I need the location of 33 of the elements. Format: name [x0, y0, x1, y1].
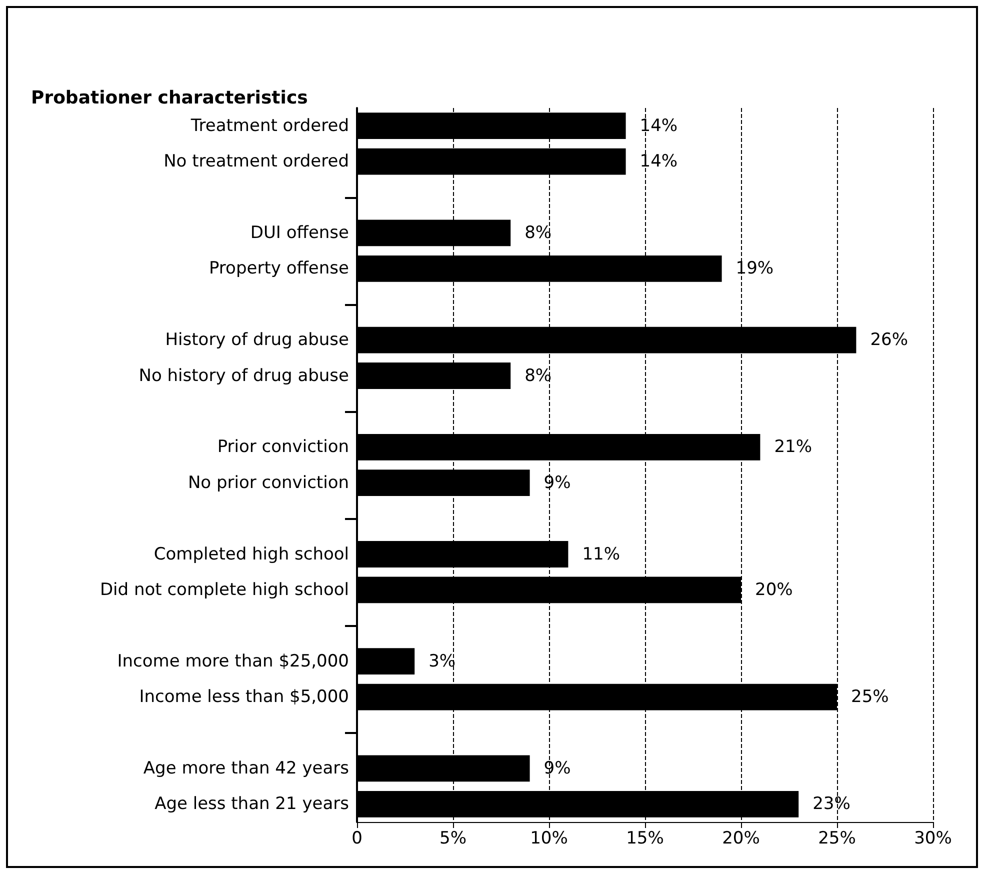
data-label: 9% — [544, 758, 571, 778]
data-label: 25% — [851, 687, 889, 708]
data-label: 26% — [870, 330, 908, 350]
y-tick-label: Prior conviction — [217, 437, 349, 458]
data-label: 3% — [428, 651, 456, 672]
y-tick-label: No treatment ordered — [164, 152, 349, 172]
data-label: 11% — [582, 544, 620, 564]
data-label: 8% — [524, 222, 552, 243]
data-label: 23% — [812, 794, 850, 814]
x-tick-label: 30% — [914, 828, 952, 848]
x-tick-label: 25% — [818, 828, 856, 848]
x-tick-label: 0 — [352, 828, 362, 848]
data-label: 9% — [544, 472, 571, 493]
x-tick-label: 5% — [440, 828, 466, 848]
y-tick-label: Age more than 42 years — [143, 758, 350, 778]
y-tick-label: Did not complete high school — [100, 580, 349, 600]
y-tick-label: Property offense — [208, 258, 349, 279]
data-label: 21% — [774, 437, 812, 458]
x-tick-label: 20% — [722, 828, 760, 848]
y-tick-label: No prior conviction — [188, 472, 349, 493]
x-tick-label: 10% — [530, 828, 568, 848]
y-tick-label: Completed high school — [154, 544, 349, 564]
y-tick-label: Age less than 21 years — [154, 794, 350, 814]
x-tick-label: 15% — [626, 828, 664, 848]
y-tick-label: Income more than $25,000 — [117, 651, 349, 672]
data-label: 8% — [524, 366, 552, 386]
y-tick-label: Income less than $5,000 — [139, 687, 349, 708]
y-tick-label: History of drug abuse — [165, 330, 349, 350]
data-label: 20% — [755, 580, 793, 600]
y-tick-label: No history of drug abuse — [138, 366, 349, 386]
y-tick-label: Treatment ordered — [190, 116, 349, 136]
text: Probationer characteristics — [31, 88, 308, 108]
y-tick-label: DUI offense — [250, 222, 349, 243]
